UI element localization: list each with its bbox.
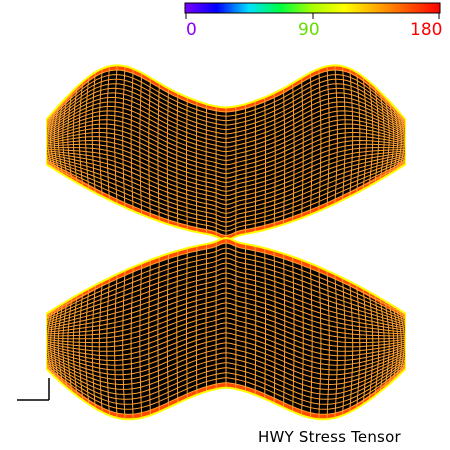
upper-lobe-mesh — [47, 66, 405, 240]
colorbar-label-max: 180 — [410, 20, 443, 40]
colorbar-gradient — [185, 3, 440, 13]
lower-lobe — [46, 236, 406, 421]
caption: HWY Stress Tensor — [258, 428, 401, 446]
lower-lobe-mesh — [47, 239, 405, 419]
colorbar-label-min: 0 — [186, 20, 197, 40]
colorbar — [184, 2, 441, 19]
axis-indicator — [17, 378, 50, 401]
upper-lobe — [46, 64, 406, 242]
colorbar-label-mid: 90 — [298, 20, 320, 40]
